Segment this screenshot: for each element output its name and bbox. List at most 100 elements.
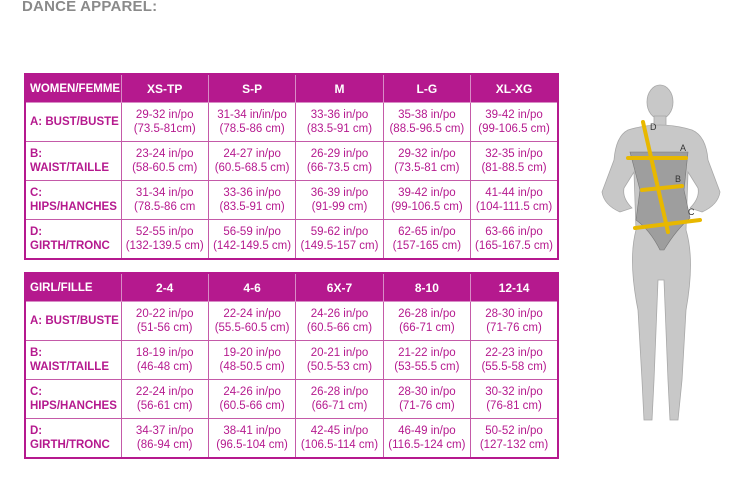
measurement-cell: 33-36 in/po (83.5-91 cm): [295, 102, 384, 142]
cm-value: (116.5-124 cm): [388, 439, 466, 451]
row-label: A: BUST/BUSTE: [24, 301, 122, 341]
measurement-cell: 46-49 in/po (116.5-124 cm): [382, 418, 472, 459]
measurement-cell: 19-20 in/po (48-50.5 cm): [207, 340, 297, 380]
inches-value: 28-30 in/po: [398, 386, 456, 398]
size-column-header: XS-TP: [120, 73, 209, 103]
cm-value: (60.5-68.5 cm): [214, 162, 290, 174]
measurement-cell: 29-32 in/po (73.5-81cm): [120, 102, 209, 142]
inches-value: 26-29 in/po: [310, 148, 369, 160]
cm-value: (81-88.5 cm): [481, 162, 547, 174]
inches-value: 33-36 in/po: [310, 109, 369, 121]
measurement-cell: 26-29 in/po (66-73.5 cm): [295, 141, 384, 181]
cm-value: (86-94 cm): [136, 439, 193, 451]
label-a: A: [680, 143, 686, 153]
size-column-header: M: [295, 73, 384, 103]
table-row: C: HIPS/HANCHES 22-24 in/po (56-61 cm) 24-2…: [24, 379, 559, 419]
inches-value: 56-59 in/po: [223, 226, 281, 238]
measurement-cell: 24-26 in/po (60.5-66 cm): [295, 301, 384, 341]
size-column-header: 8-10: [382, 272, 472, 302]
women-size-table: WOMEN/FEMME XS-TP S-P M L-G XL-XG A: BUST/BUST…: [24, 73, 559, 260]
cm-value: (50.5-53 cm): [306, 361, 373, 373]
cm-value: (56-61 cm): [136, 400, 193, 412]
inches-value: 29-32 in/po: [398, 148, 456, 160]
cm-value: (73.5-81cm): [133, 123, 196, 135]
header-row: WOMEN/FEMME XS-TP S-P M L-G XL-XG: [24, 73, 559, 103]
measurement-cell: 32-35 in/po (81-88.5 cm): [470, 141, 559, 181]
measurement-cell: 31-34 in/in/po (78.5-86 cm): [207, 102, 297, 142]
measurement-cell: 31-34 in/po (78.5-86 cm: [120, 180, 209, 220]
size-column-header: L-G: [382, 73, 472, 103]
measurement-cell: 29-32 in/po (73.5-81 cm): [382, 141, 472, 181]
label-b: B: [675, 174, 681, 184]
measurement-cell: 41-44 in/po (104-111.5 cm): [470, 180, 559, 220]
inches-value: 19-20 in/po: [223, 347, 281, 359]
cm-value: (104-111.5 cm): [475, 201, 553, 213]
inches-value: 22-23 in/po: [485, 347, 543, 359]
measurement-cell: 59-62 in/po (149.5-157 cm): [295, 219, 384, 260]
measurement-cell: 50-52 in/po (127-132 cm): [470, 418, 559, 459]
cm-value: (127-132 cm): [479, 439, 549, 451]
girl-size-table: GIRL/FILLE 2-4 4-6 6X-7 8-10 12-14 A: BUST/BUS…: [24, 272, 559, 459]
cm-value: (55.5-58 cm): [481, 361, 547, 373]
measurement-cell: 20-21 in/po (50.5-53 cm): [295, 340, 384, 380]
header-row: GIRL/FILLE 2-4 4-6 6X-7 8-10 12-14: [24, 272, 559, 302]
measurement-cell: 30-32 in/po (76-81 cm): [470, 379, 559, 419]
measurement-cell: 21-22 in/po (53-55.5 cm): [382, 340, 472, 380]
row-label: D: GIRTH/TRONC: [24, 219, 122, 260]
cm-value: (60.5-66 cm): [219, 400, 285, 412]
inches-value: 33-36 in/po: [223, 187, 281, 199]
inches-value: 36-39 in/po: [310, 187, 369, 199]
cm-value: (46-48 cm): [136, 361, 193, 373]
inches-value: 20-22 in/po: [135, 308, 194, 320]
row-label: B: WAIST/TAILLE: [24, 340, 122, 380]
inches-value: 31-34 in/in/po: [217, 109, 287, 121]
inches-value: 26-28 in/po: [398, 308, 456, 320]
cm-value: (71-76 cm): [399, 400, 455, 412]
inches-value: 63-66 in/po: [485, 226, 543, 238]
cm-value: (66-71 cm): [311, 400, 368, 412]
measurement-cell: 28-30 in/po (71-76 cm): [470, 301, 559, 341]
measurement-cell: 22-24 in/po (55.5-60.5 cm): [207, 301, 297, 341]
inches-value: 35-38 in/po: [398, 109, 456, 121]
cm-value: (51-56 cm): [136, 322, 193, 334]
measurement-cell: 28-30 in/po (71-76 cm): [382, 379, 472, 419]
cm-value: (76-81 cm): [486, 400, 542, 412]
inches-value: 39-42 in/po: [485, 109, 543, 121]
table-row: A: BUST/BUSTE 29-32 in/po (73.5-81cm) 31-34…: [24, 102, 559, 142]
table-row: D: GIRTH/TRONC 52-55 in/po (132-139.5 cm) 5…: [24, 219, 559, 260]
cm-value: (96.5-104 cm): [216, 439, 288, 451]
table-row: B: WAIST/TAILLE 18-19 in/po (46-48 cm) 19-2…: [24, 340, 559, 380]
cm-value: (58-60.5 cm): [132, 162, 198, 174]
inches-value: 34-37 in/po: [135, 425, 194, 437]
inches-value: 46-49 in/po: [398, 425, 456, 437]
cm-value: (53-55.5 cm): [394, 361, 460, 373]
inches-value: 18-19 in/po: [135, 347, 194, 359]
inches-value: 22-24 in/po: [223, 308, 281, 320]
measurement-cell: 20-22 in/po (51-56 cm): [120, 301, 209, 341]
measurement-cell: 24-26 in/po (60.5-66 cm): [207, 379, 297, 419]
cm-value: (60.5-66 cm): [306, 322, 373, 334]
inches-value: 24-26 in/po: [310, 308, 369, 320]
measurement-cell: 26-28 in/po (66-71 cm): [295, 379, 384, 419]
measurement-figure: A B C D: [601, 84, 721, 421]
cm-value: (83.5-91 cm): [306, 123, 373, 135]
inches-value: 28-30 in/po: [485, 308, 543, 320]
row-label: C: HIPS/HANCHES: [24, 379, 122, 419]
cm-value: (132-139.5 cm): [125, 240, 204, 252]
inches-value: 29-32 in/po: [135, 109, 194, 121]
table-category-header: WOMEN/FEMME: [24, 73, 122, 103]
measurement-cell: 36-39 in/po (91-99 cm): [295, 180, 384, 220]
cm-value: (88.5-96.5 cm): [389, 123, 465, 135]
measurement-cell: 42-45 in/po (106.5-114 cm): [295, 418, 384, 459]
inches-value: 26-28 in/po: [310, 386, 369, 398]
measurement-cell: 39-42 in/po (99-106.5 cm): [382, 180, 472, 220]
cm-value: (78.5-86 cm): [219, 123, 285, 135]
measurement-cell: 39-42 in/po (99-106.5 cm): [470, 102, 559, 142]
size-column-header: 2-4: [120, 272, 209, 302]
inches-value: 21-22 in/po: [398, 347, 456, 359]
inches-value: 30-32 in/po: [485, 386, 543, 398]
inches-value: 52-55 in/po: [135, 226, 194, 238]
inches-value: 42-45 in/po: [310, 425, 369, 437]
cm-value: (83.5-91 cm): [219, 201, 285, 213]
measuring-tape: [626, 120, 702, 234]
